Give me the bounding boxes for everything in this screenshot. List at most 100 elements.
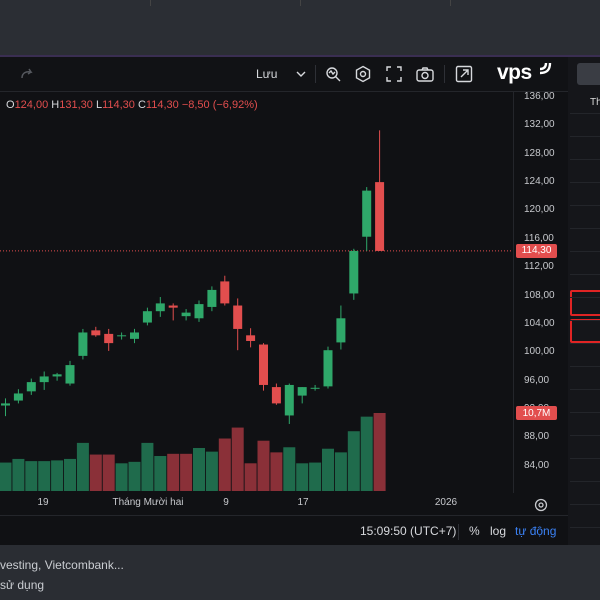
panel-row [570,159,600,182]
vps-logo[interactable]: vps [497,61,552,85]
price-tick-label: 136,00 [524,91,555,102]
clock-time: 15:09:50 (UTC+7) [360,524,457,538]
volume-bar [76,442,89,491]
candle-body [220,281,230,304]
candle-body [78,332,88,356]
brand-text: vps [497,61,532,84]
candle-body [233,305,243,329]
panel-row [570,458,600,481]
browser-top-bar [0,0,600,57]
footer-divider [458,524,459,540]
high-key: H [51,99,60,111]
price-tick-label: 100,00 [524,346,555,358]
info-line-1: vesting, Vietcombank... [0,558,124,572]
volume-bar [309,462,322,491]
axis-settings-icon[interactable] [530,494,552,516]
price-tick-label: 132,00 [524,119,555,131]
candle-body [13,393,23,401]
volume-bar [322,448,334,491]
fullscreen-icon[interactable] [383,63,405,85]
volume-bar [115,463,128,491]
percent-toggle[interactable]: % [469,524,480,538]
chevron-down-icon[interactable] [290,63,312,85]
toolbar-divider [315,65,316,83]
settings-icon[interactable] [352,63,374,85]
change-value: −8,50 (−6,92%) [181,99,258,111]
volume-bar [167,453,180,491]
volume-bar [231,427,244,491]
candle-body [349,250,359,294]
price-tick-label: 112,00 [524,261,554,273]
panel-row [570,504,600,527]
volume-bar [141,442,154,491]
panel-row [570,389,600,412]
time-axis[interactable]: 19 Tháng Mười hai 9 17 2026 [0,494,513,514]
candle-body [284,384,294,416]
chart-toolbar: Lưu vps [0,57,568,92]
auto-scale-toggle[interactable]: tự động [515,524,557,538]
volume-bar [360,416,373,491]
volume-bar [51,460,64,491]
compare-icon[interactable] [322,63,344,85]
price-tick-label: 96,00 [524,374,550,386]
top-bar-divider [450,0,451,6]
log-toggle[interactable]: log [490,524,507,538]
candle-body [271,387,281,404]
candle-body [1,403,10,406]
price-tick-label: 88,00 [524,431,550,443]
price-tick-label: 108,00 [524,289,555,301]
top-bar-divider [300,0,301,6]
save-button[interactable]: Lưu [256,65,277,83]
volume-bar [270,452,283,491]
info-line-2: sử dụng [0,578,45,592]
panel-header-label: Th [590,97,600,108]
price-tick-label: 116,00 [524,232,554,244]
toolbar-divider [444,65,445,83]
price-tick-label: 120,00 [524,204,555,216]
popout-icon[interactable] [453,63,475,85]
candle-body [362,190,372,237]
panel-row [570,274,600,297]
camera-icon[interactable] [414,63,436,85]
volume-bar [218,438,231,491]
candle-body [117,335,127,337]
panel-row [570,343,600,366]
panel-row [570,481,600,504]
redo-icon[interactable] [16,63,38,85]
close-value: 114,30 [145,99,179,111]
low-key: L [95,99,103,111]
time-tick-label: 9 [223,497,229,508]
volume-tag: 10,7M [516,406,557,420]
candle-body [142,311,152,323]
vps-logo-icon [539,62,552,75]
candle-body [91,330,101,336]
candle-body [104,333,114,344]
panel-row [570,136,600,159]
candle-body [130,332,139,339]
price-axis[interactable]: 136,00 132,00 128,00 124,00 120,00 116,00 112,… [513,91,569,493]
candlestick-chart[interactable] [0,57,513,494]
top-bar-divider [150,0,151,6]
volume-bar [25,461,38,491]
price-tick-label: 104,00 [524,317,555,329]
candle-body [52,374,62,377]
time-tick-label: 17 [297,497,309,508]
volume-bar [0,462,12,491]
panel-tab[interactable] [577,63,600,85]
candle-body [310,387,320,389]
panel-row [570,366,600,389]
candle-body [65,365,75,384]
volume-bar [373,413,386,491]
bottom-info-bar: vesting, Vietcombank... sử dụng [0,545,600,600]
price-tick-label: 124,00 [524,176,555,188]
ohlc-legend: O124,00 H131,30 L114,30 C114,30 −8,50 (−… [6,99,258,111]
price-tick-label: 128,00 [524,147,555,159]
candle-body [336,318,346,343]
volume-bar [193,447,205,491]
volume-bar [205,451,218,491]
candle-body [39,376,49,383]
volume-bar [283,447,296,491]
time-tick-label: 19 [37,497,49,508]
panel-row [570,228,600,251]
low-value: 114,30 [102,99,135,111]
